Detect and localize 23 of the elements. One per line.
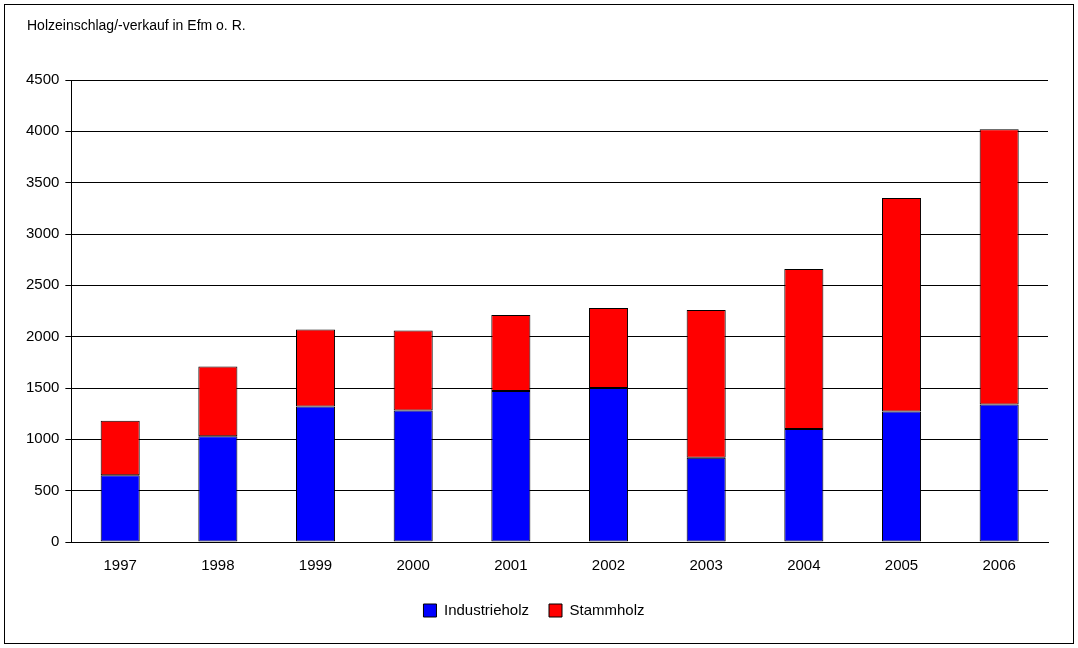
x-tick-label: 2002 — [591, 556, 626, 574]
y-tick-label: 2000 — [25, 326, 60, 344]
x-tick-label: 2000 — [396, 556, 430, 574]
legend-label: Industrieholz — [443, 600, 530, 618]
y-tick-label: 1500 — [25, 378, 60, 396]
y-tick-label: 0 — [51, 532, 60, 550]
y-tick-label: 1000 — [25, 429, 60, 447]
y-tick-label: 500 — [34, 480, 60, 498]
chart-title: Holzeinschlag/-verkauf in Efm o. R. — [27, 17, 246, 33]
y-tick-label: 4000 — [25, 121, 60, 139]
x-tick-label: 2001 — [494, 556, 528, 574]
x-tick-label: 2003 — [689, 556, 723, 574]
x-tick-label: 1999 — [298, 556, 333, 574]
x-tick-label: 2005 — [884, 556, 919, 574]
y-tick-label: 4500 — [25, 70, 60, 88]
y-tick-label: 3000 — [25, 224, 60, 242]
x-tick-label: 2004 — [787, 556, 821, 574]
y-tick-label: 3500 — [25, 172, 60, 190]
legend-label: Stammholz — [569, 600, 645, 618]
x-tick-label: 1998 — [201, 556, 235, 574]
y-tick-label: 2500 — [25, 275, 60, 293]
x-tick-label: 2006 — [982, 556, 1016, 574]
x-tick-label: 1997 — [103, 556, 137, 574]
